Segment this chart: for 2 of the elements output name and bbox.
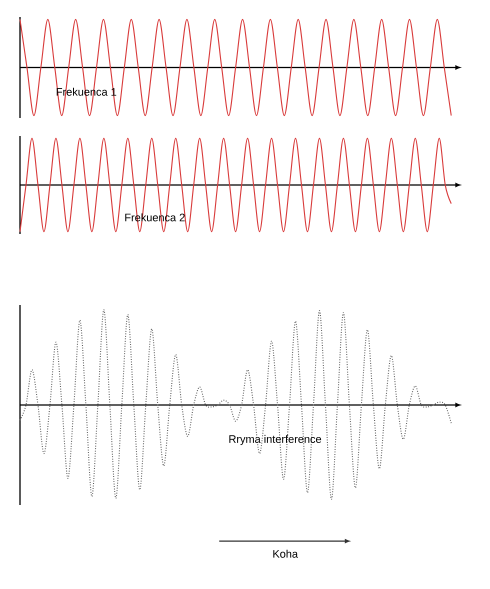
x-axis-title: Koha [273, 550, 298, 558]
series-label: Rryma interference [229, 434, 322, 446]
